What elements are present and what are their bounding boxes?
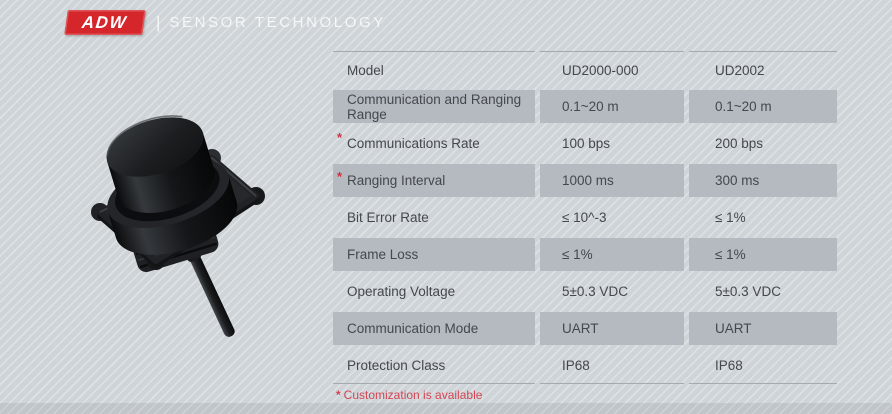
spec-value-ud2002: IP68 xyxy=(689,347,837,384)
product-image xyxy=(91,115,265,337)
adw-logo-text: ADW xyxy=(81,12,129,32)
spec-label: Operating Voltage xyxy=(347,284,456,299)
spec-label: Model xyxy=(333,51,535,88)
footnote-marker: * xyxy=(336,388,341,402)
spec-value-ud2000: UART xyxy=(540,312,684,345)
spec-value-ud2000: 0.1~20 m xyxy=(540,90,684,123)
required-marker: * xyxy=(337,169,343,184)
spec-label: Communication and Ranging Range xyxy=(333,90,535,123)
footnote-text: Customization is available xyxy=(343,388,483,402)
spec-value-ud2000: UD2000-000 xyxy=(540,51,684,88)
spec-value-ud2000: IP68 xyxy=(540,347,684,384)
spec-table: Model UD2000-000 UD2002 Communication an… xyxy=(333,51,837,384)
spec-value-ud2002: ≤ 1% xyxy=(715,210,746,225)
spec-value-ud2000: ≤ 1% xyxy=(540,238,684,271)
spec-label: * Ranging Interval xyxy=(333,164,535,197)
spec-value-ud2002: ≤ 1% xyxy=(689,238,837,271)
spec-label: Bit Error Rate xyxy=(347,210,429,225)
spec-value-ud2002: 300 ms xyxy=(689,164,837,197)
spec-value-ud2002: 0.1~20 m xyxy=(689,90,837,123)
spec-value-ud2002: UART xyxy=(689,312,837,345)
spec-value-ud2000: 5±0.3 VDC xyxy=(562,284,628,299)
spec-value-ud2002: 200 bps xyxy=(715,136,764,151)
brand-header: ADW | SENSOR TECHNOLOGY xyxy=(64,10,386,35)
spec-label: Protection Class xyxy=(333,347,535,384)
spec-value-ud2002: 5±0.3 VDC xyxy=(715,284,781,299)
bottom-edge-band xyxy=(0,403,892,414)
spec-value-ud2002: UD2002 xyxy=(689,51,837,88)
spec-value-ud2000: 100 bps xyxy=(562,136,611,151)
adw-logo: ADW xyxy=(64,10,146,35)
spec-label: Frame Loss xyxy=(333,238,535,271)
required-marker: * xyxy=(337,130,343,145)
sensor-cap xyxy=(106,115,215,214)
spec-label: Communication Mode xyxy=(333,312,535,345)
spec-label: * Communications Rate xyxy=(337,130,480,151)
brand-divider: | xyxy=(156,12,161,32)
spec-value-ud2000: 1000 ms xyxy=(540,164,684,197)
spec-value-ud2000: ≤ 10^-3 xyxy=(562,210,607,225)
brand-tagline: SENSOR TECHNOLOGY xyxy=(169,14,386,31)
customization-footnote: * Customization is available xyxy=(336,388,482,402)
